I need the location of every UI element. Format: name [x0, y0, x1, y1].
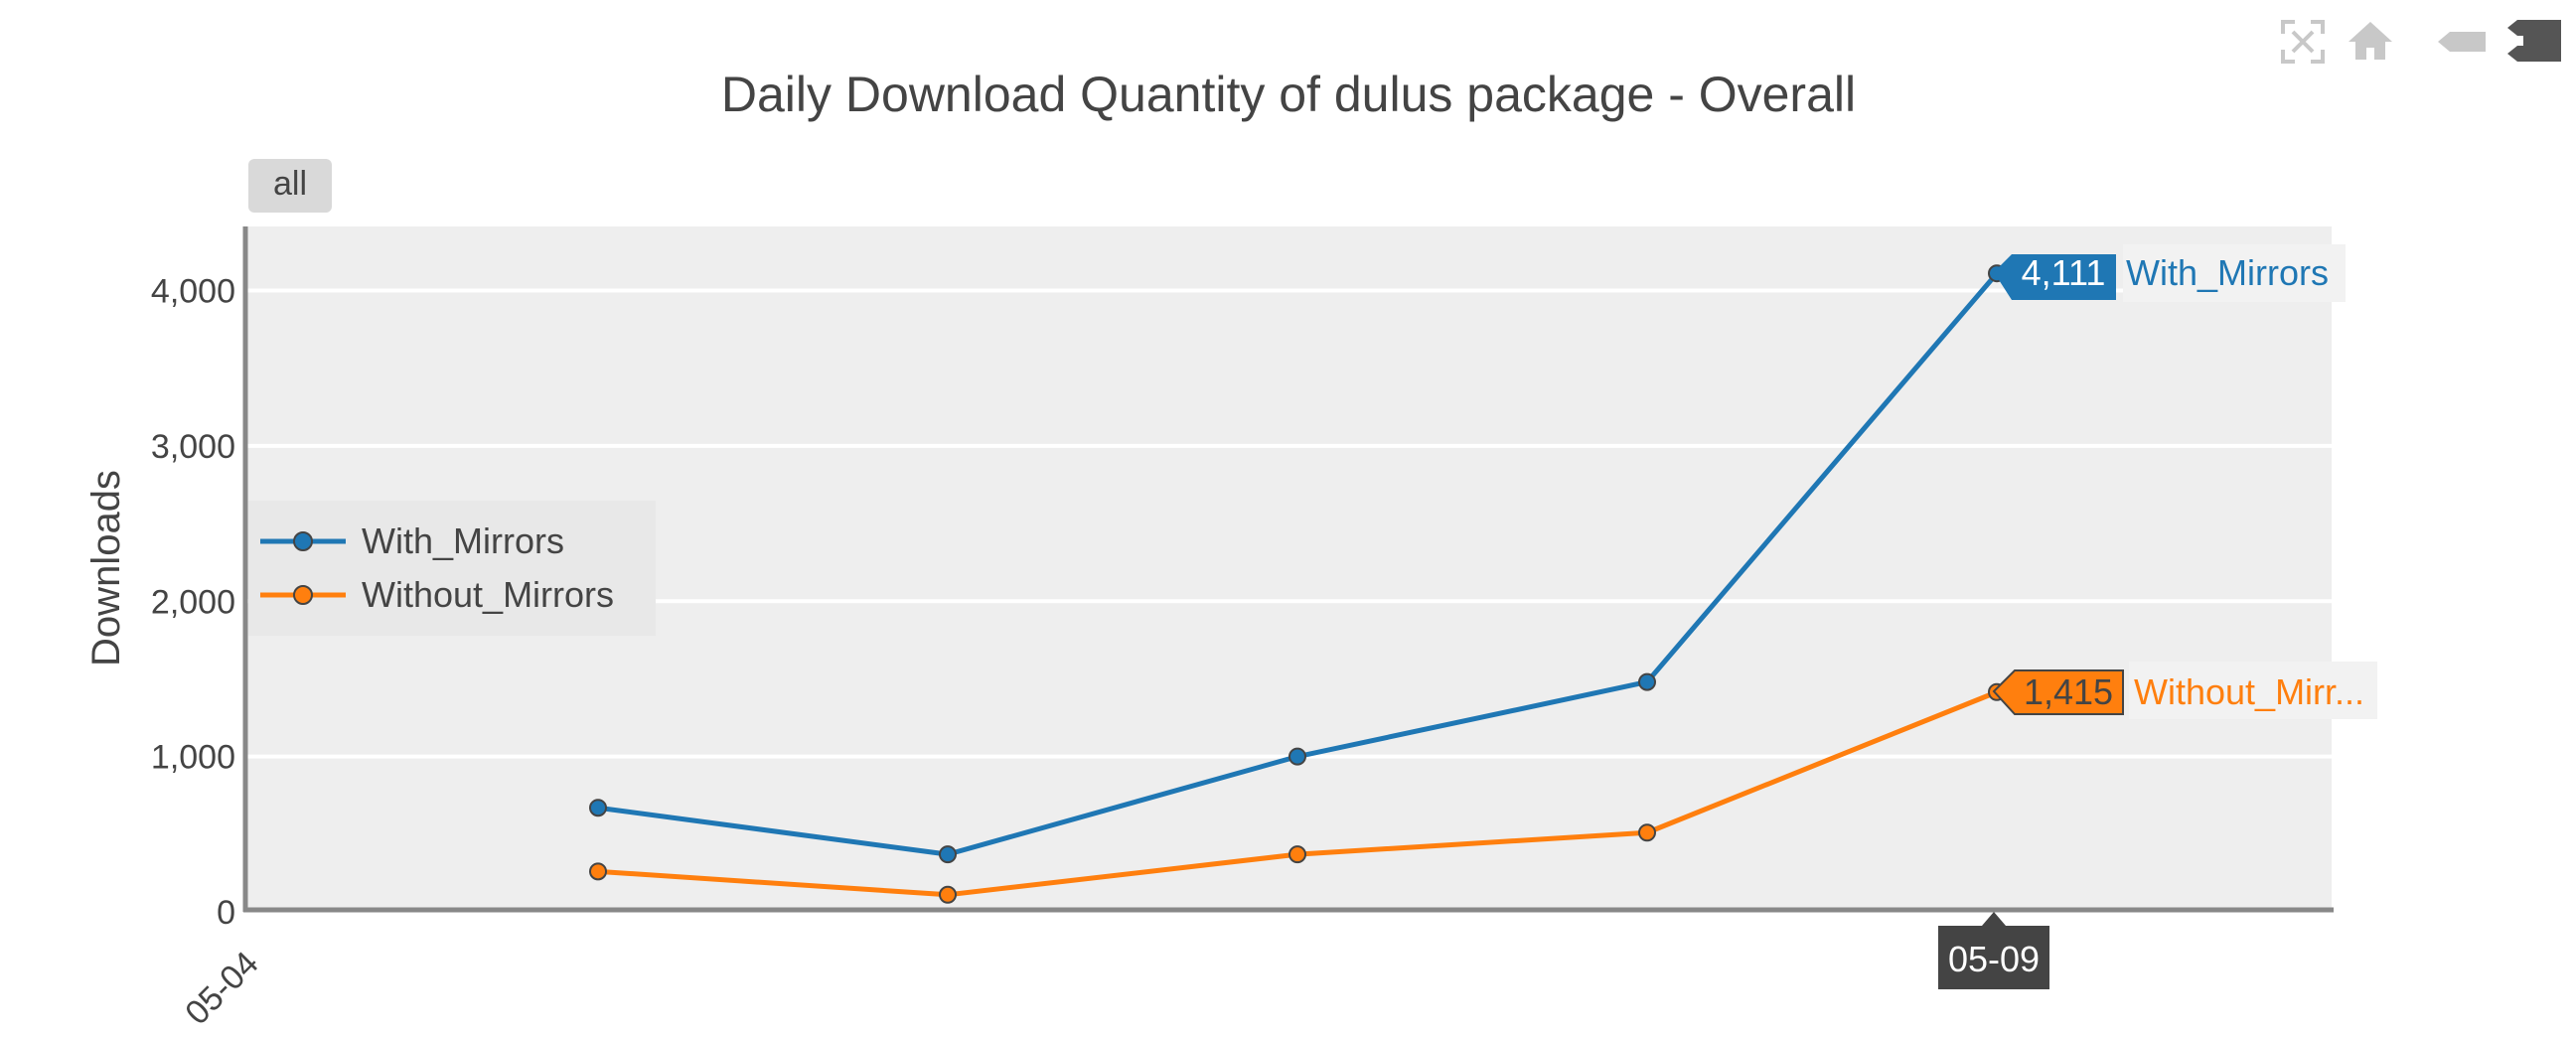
data-point [1288, 845, 1306, 864]
data-point [1638, 672, 1656, 691]
data-point [939, 885, 957, 904]
y-tick-label: 1,000 [151, 739, 235, 777]
home-icon[interactable] [2343, 14, 2398, 70]
data-point [1288, 747, 1306, 766]
hover-label-with-mirrors: 4,111 With_Mirrors [1994, 244, 2346, 302]
hover-value-box [1994, 254, 2116, 300]
hover-series-name: With_Mirrors [2126, 252, 2329, 293]
y-axis-label: Downloads [84, 470, 128, 667]
range-selector-all-button[interactable]: all [248, 159, 332, 213]
legend-box [248, 501, 656, 636]
closest-hover-icon[interactable] [2503, 14, 2563, 70]
hover-series-name: Without_Mirr... [2134, 671, 2364, 712]
y-tick-label: 4,000 [151, 273, 235, 311]
hover-x-value: 05-09 [1948, 939, 2040, 979]
hover-value: 1,415 [2024, 671, 2113, 712]
legend-swatch-marker [293, 585, 313, 605]
series-layer [589, 264, 2006, 904]
legend-label: Without_Mirrors [362, 574, 614, 615]
hover-value-box [1992, 669, 2124, 715]
legend-label: With_Mirrors [362, 520, 564, 561]
data-point [589, 799, 607, 817]
range-selector-label: all [273, 165, 307, 203]
compare-hover-icon[interactable] [2434, 14, 2490, 70]
chart-title: Daily Download Quantity of dulus package… [721, 67, 1856, 122]
legend-item-with-mirrors[interactable]: With_Mirrors [260, 520, 564, 561]
hover-label-bg [2129, 662, 2377, 719]
autoscale-icon[interactable] [2275, 14, 2331, 70]
y-tick-label: 2,000 [151, 583, 235, 621]
legend-item-without-mirrors[interactable]: Without_Mirrors [260, 574, 614, 615]
modebar [2275, 14, 2563, 70]
hover-x-label: 05-09 [1938, 912, 2049, 989]
data-point [589, 862, 607, 881]
data-point [939, 845, 957, 864]
hover-label-bg [2123, 244, 2346, 302]
hover-value: 4,111 [2022, 252, 2106, 293]
y-tick-label: 3,000 [151, 428, 235, 466]
legend: With_Mirrors Without_Mirrors [248, 501, 656, 636]
x-tick-label: 05-04 [178, 945, 265, 1032]
data-point [1638, 823, 1656, 842]
y-tick-label: 0 [217, 894, 235, 932]
hover-label-without-mirrors: 1,415 Without_Mirr... [1992, 662, 2377, 719]
y-axis-ticks: 0 1,000 2,000 3,000 4,000 [151, 273, 235, 932]
legend-swatch-marker [293, 531, 313, 551]
hover-x-label-bg [1938, 912, 2049, 989]
